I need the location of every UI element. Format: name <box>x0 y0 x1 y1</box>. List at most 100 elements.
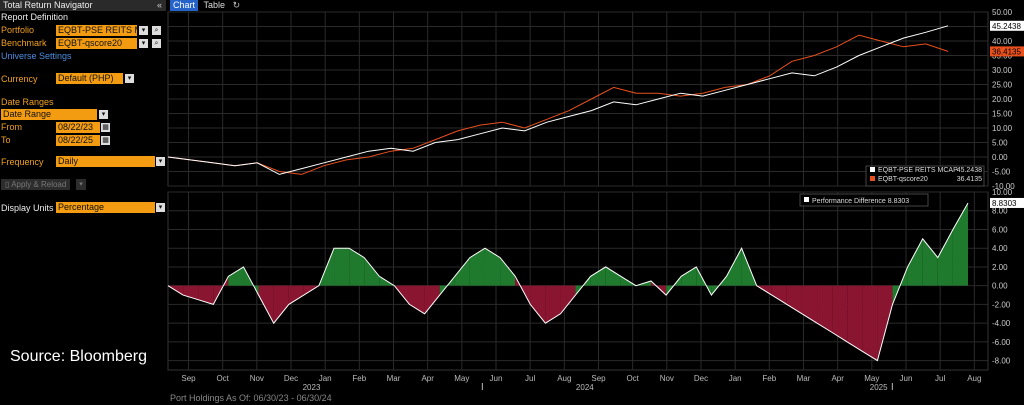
legend-swatch <box>804 197 809 202</box>
difference-area <box>922 238 938 286</box>
x-tick-label: Feb <box>352 374 366 383</box>
difference-area <box>726 248 742 286</box>
bottom-legend-box <box>799 193 929 207</box>
frequency-select[interactable]: Daily <box>56 156 155 167</box>
x-tick-label: Nov <box>660 374 674 383</box>
to-label: To <box>1 135 11 145</box>
display-units-label: Display Units <box>1 203 54 213</box>
difference-area <box>907 238 923 286</box>
difference-area <box>560 285 576 314</box>
chevron-down-icon[interactable]: ▾ <box>139 39 148 48</box>
y-tick-label: 10.00 <box>992 124 1013 133</box>
x-tick-label: Jul <box>935 374 945 383</box>
x-tick-label: May <box>454 374 469 383</box>
benchmark-line <box>167 34 949 175</box>
difference-area <box>349 248 365 286</box>
difference-area <box>183 285 199 300</box>
double-chevron-left-icon[interactable]: « <box>156 0 162 10</box>
difference-area <box>500 257 516 286</box>
view-tabs: Chart Table ↻ <box>170 0 240 11</box>
display-units-select[interactable]: Percentage <box>56 202 155 213</box>
y-tick-label: 30.00 <box>992 66 1013 75</box>
apply-reload-label: Apply & Reload <box>11 180 67 189</box>
benchmark-label: Benchmark <box>1 38 47 48</box>
search-icon[interactable]: ⌕ <box>152 39 161 48</box>
legend-swatch <box>870 176 875 181</box>
difference-area <box>937 229 953 286</box>
x-tick-label: Jul <box>525 374 535 383</box>
y-tick-label: -5.00 <box>992 168 1011 177</box>
last-value-tag <box>990 46 1024 57</box>
panel-title-bar: Total Return Navigator « <box>0 0 166 11</box>
calendar-icon[interactable]: ▦ <box>101 136 110 145</box>
difference-area <box>530 285 546 324</box>
y-tick-label: 0.00 <box>992 282 1008 291</box>
chevron-down-icon[interactable]: ▾ <box>76 179 86 190</box>
from-label: From <box>1 122 22 132</box>
difference-area <box>786 285 802 314</box>
calendar-icon[interactable]: ▦ <box>101 123 110 132</box>
x-tick-label: Mar <box>387 374 401 383</box>
tab-chart[interactable]: Chart <box>170 0 199 11</box>
currency-label: Currency <box>1 74 38 84</box>
x-tick-label: Nov <box>250 374 264 383</box>
y-tick-label: 2.00 <box>992 263 1008 272</box>
difference-area <box>817 285 833 333</box>
y-tick-label: 4.00 <box>992 244 1008 253</box>
x-tick-label: Jun <box>900 374 913 383</box>
last-value-label: 45.2438 <box>992 22 1021 31</box>
portfolio-field[interactable]: EQBT-PSE REITS M <box>56 25 137 36</box>
control-panel: Total Return Navigator « Report Definiti… <box>0 0 166 405</box>
date-range-select[interactable]: Date Range <box>1 109 97 120</box>
x-year-label: 2025 <box>870 383 888 392</box>
search-icon[interactable]: ⌕ <box>152 26 161 35</box>
y-tick-label: 15.00 <box>992 110 1013 119</box>
difference-area <box>198 285 214 305</box>
y-tick-label: -8.00 <box>992 357 1011 366</box>
x-tick-label: Feb <box>762 374 776 383</box>
portfolio-line <box>167 25 949 175</box>
difference-area <box>801 285 818 324</box>
difference-area <box>832 285 848 342</box>
last-value-tag <box>990 197 1024 208</box>
benchmark-field[interactable]: EQBT-qscore20 <box>56 38 137 49</box>
difference-area <box>228 266 244 286</box>
frequency-label: Frequency <box>1 157 44 167</box>
universe-settings-link[interactable]: Universe Settings <box>1 51 72 61</box>
tab-table[interactable]: Table <box>203 0 226 10</box>
difference-area <box>545 285 561 324</box>
difference-area <box>681 266 697 286</box>
source-caption: Source: Bloomberg <box>10 348 147 365</box>
y-tick-label: -6.00 <box>992 338 1011 347</box>
y-tick-label: 5.00 <box>992 139 1008 148</box>
x-tick-label: Mar <box>797 374 811 383</box>
chevron-down-icon[interactable]: ▾ <box>156 157 165 166</box>
y-tick-label: 50.00 <box>992 8 1013 17</box>
x-tick-label: Jun <box>490 374 503 383</box>
date-ranges-label: Date Ranges <box>1 97 54 107</box>
legend-value: 36.4135 <box>957 176 982 183</box>
panel-title: Total Return Navigator <box>3 0 93 10</box>
to-date-field[interactable]: 08/22/25 <box>56 135 100 146</box>
chevron-down-icon[interactable]: ▾ <box>156 203 165 212</box>
difference-area <box>469 248 485 286</box>
from-date-field[interactable]: 08/22/23 <box>56 122 100 133</box>
last-value-label: 36.4135 <box>992 47 1021 56</box>
x-tick-label: May <box>864 374 879 383</box>
difference-area <box>454 257 470 286</box>
difference-area <box>273 285 289 324</box>
x-tick-label: Aug <box>967 374 981 383</box>
x-tick-label: Sep <box>591 374 606 383</box>
apply-reload-button[interactable]: ▯ Apply & Reload <box>1 179 71 190</box>
y-tick-label: -4.00 <box>992 319 1011 328</box>
refresh-icon[interactable]: ↻ <box>232 0 241 10</box>
chevron-down-icon[interactable]: ▾ <box>125 74 134 83</box>
difference-area <box>424 285 440 314</box>
currency-select[interactable]: Default (PHP) <box>56 73 123 84</box>
x-year-label: 2024 <box>576 383 594 392</box>
chevron-down-icon[interactable]: ▾ <box>139 26 148 35</box>
chevron-down-icon[interactable]: ▾ <box>99 110 108 119</box>
top-legend-box <box>865 165 985 187</box>
y-tick-label: -2.00 <box>992 300 1011 309</box>
